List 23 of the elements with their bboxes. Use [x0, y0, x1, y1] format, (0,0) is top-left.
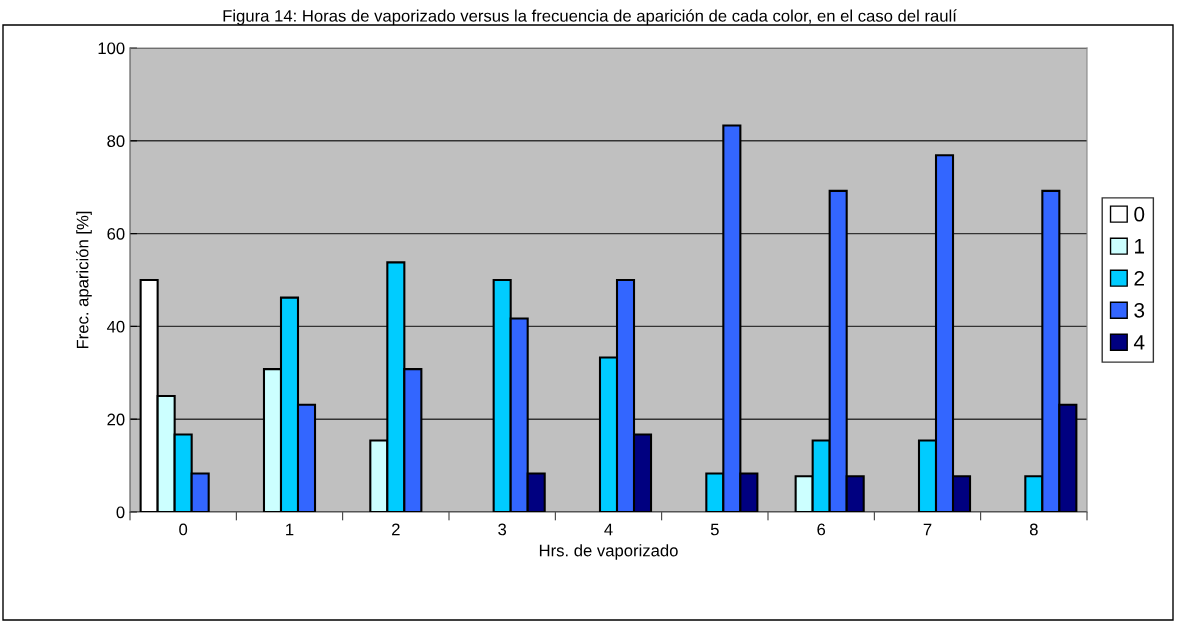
x-tick-label: 5 — [710, 523, 719, 536]
legend-label: 3 — [1134, 302, 1145, 318]
y-axis-title: Frec. aparición [%] — [76, 211, 92, 349]
legend-label: 4 — [1133, 335, 1145, 350]
x-tick-label: 1 — [286, 523, 294, 536]
legend-label: 2 — [1134, 270, 1144, 286]
x-tick-label: 2 — [392, 523, 400, 536]
y-tick-label: 60 — [107, 228, 125, 240]
y-tick-label: 80 — [107, 135, 125, 147]
x-tick-label: 0 — [179, 523, 188, 536]
y-tick-label: 40 — [106, 320, 125, 333]
x-tick-label: 7 — [923, 523, 932, 536]
y-tick-label: 100 — [98, 42, 125, 55]
x-tick-label: 4 — [604, 523, 613, 536]
x-tick-label: 3 — [498, 523, 507, 536]
x-axis-title: Hrs. de vaporizado — [539, 544, 678, 560]
chart-title: Figura 14: Horas de vaporizado versus la frecuencia de aparición de cada color, en el caso del raulí — [223, 9, 957, 26]
x-tick-label: 8 — [1029, 523, 1038, 536]
x-tick-label: 6 — [817, 523, 826, 536]
legend-label: 0 — [1134, 206, 1145, 222]
legend-label: 1 — [1135, 239, 1145, 254]
y-tick-label: 20 — [107, 413, 125, 426]
y-tick-label: 0 — [116, 506, 125, 519]
